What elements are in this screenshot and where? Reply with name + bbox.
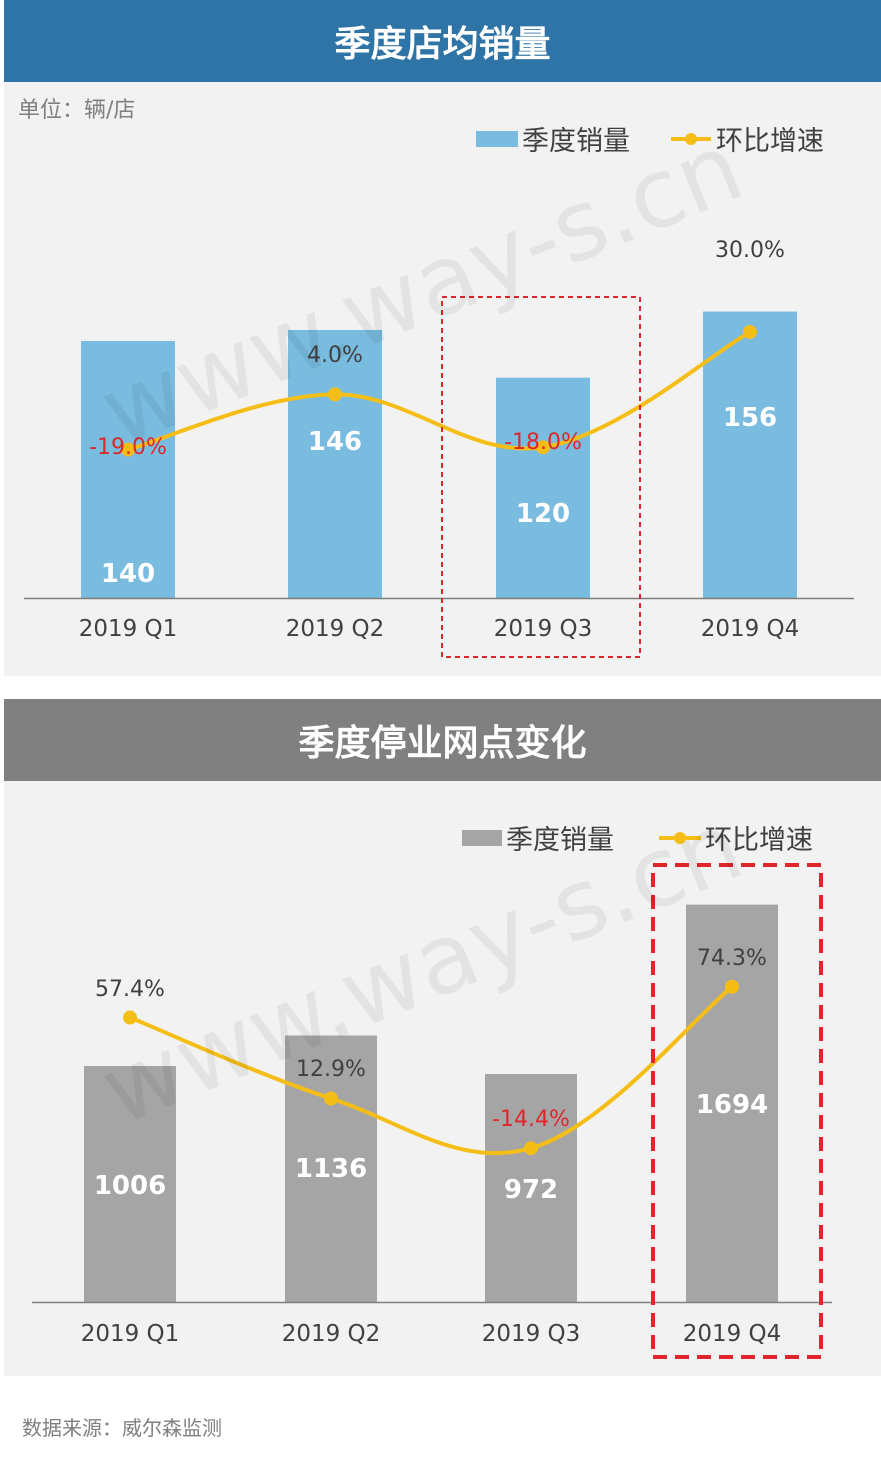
bar-value-label-4: 1694	[696, 1090, 768, 1120]
growth-point-1	[121, 442, 135, 457]
growth-point-3	[524, 1141, 538, 1156]
growth-label-4: 30.0%	[715, 238, 785, 263]
highlight-box	[441, 296, 641, 658]
x-tick-label-4: 2019 Q4	[683, 1321, 782, 1347]
bar-value-label-2: 146	[308, 427, 362, 457]
x-tick-label-4: 2019 Q4	[701, 616, 800, 642]
bar-2	[288, 329, 382, 598]
bar-value-label-3: 120	[516, 499, 570, 529]
chart-title-2: 季度停业网点变化	[298, 723, 587, 764]
legend-bar-swatch	[462, 830, 502, 846]
legend-line-label: 环比增速	[705, 825, 813, 856]
legend-bar-swatch	[476, 131, 518, 147]
bar-3	[496, 377, 590, 598]
unit-label: 单位：辆/店	[18, 98, 135, 123]
legend-line-marker	[685, 133, 697, 145]
chart-panel-closed-outlets: 季度停业网点变化 季度销量 环比增速 2019 Q1 2019 Q2 2019 Q3 20…	[4, 699, 881, 1376]
legend-line-label: 环比增速	[716, 126, 824, 157]
growth-point-2	[324, 1091, 338, 1106]
bar-value-label-2: 1136	[295, 1154, 367, 1184]
growth-label-1: -19.0%	[89, 435, 167, 460]
chart-svg-2: 季度销量 环比增速 2019 Q1 2019 Q2 2019 Q3 2019 Q4 1006…	[32, 789, 832, 1359]
watermark-text: www.way-s.cn	[86, 110, 757, 468]
growth-label-1: 57.4%	[95, 977, 165, 1002]
bar-1	[84, 1065, 176, 1302]
bar-3	[485, 1073, 577, 1302]
bar-2	[285, 1035, 377, 1302]
chart-title-1: 季度店均销量	[334, 24, 551, 65]
growth-point-2	[328, 387, 342, 402]
growth-label-2: 12.9%	[296, 1057, 366, 1082]
chart-banner-1: 季度店均销量	[4, 0, 881, 82]
watermark-text: www.way-s.cn	[86, 789, 757, 1147]
chart-panel-store-avg-sales: 季度店均销量 单位：辆/店季度销量 环比增速 2019 Q1 2019 Q2 2019 …	[4, 0, 881, 676]
bar-4	[686, 904, 778, 1302]
growth-label-2: 4.0%	[307, 343, 363, 368]
x-tick-label-2: 2019 Q2	[286, 616, 385, 642]
growth-line	[127, 330, 751, 452]
chart-banner-2: 季度停业网点变化	[4, 699, 881, 781]
growth-label-3: -14.4%	[492, 1107, 570, 1132]
x-tick-label-2: 2019 Q2	[282, 1321, 381, 1347]
bar-value-label-1: 140	[101, 559, 155, 589]
x-tick-label-1: 2019 Q1	[79, 616, 178, 642]
x-tick-label-1: 2019 Q1	[81, 1321, 180, 1347]
legend-bar-label: 季度销量	[522, 126, 630, 157]
bar-value-label-3: 972	[504, 1175, 558, 1205]
growth-point-3	[536, 440, 550, 455]
growth-point-1	[123, 1010, 137, 1025]
bar-4	[703, 311, 797, 598]
growth-point-4	[743, 325, 757, 339]
growth-point-4	[725, 979, 739, 994]
data-source-footer: 数据来源：威尔森监测	[22, 1416, 222, 1440]
legend-bar-label: 季度销量	[506, 825, 614, 856]
legend-line-marker	[674, 832, 686, 844]
bar-1	[81, 340, 175, 598]
growth-label-4: 74.3%	[697, 946, 767, 971]
bar-value-label-1: 1006	[94, 1171, 166, 1201]
bar-value-label-4: 156	[723, 403, 777, 433]
x-tick-label-3: 2019 Q3	[482, 1321, 581, 1347]
growth-label-3: -18.0%	[504, 430, 582, 455]
x-tick-label-3: 2019 Q3	[494, 616, 593, 642]
